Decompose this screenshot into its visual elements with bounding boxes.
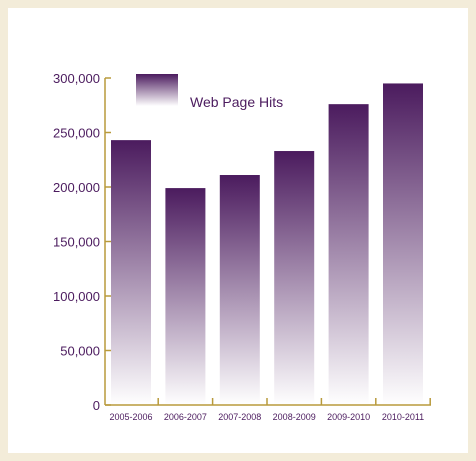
bar-2005-2006 (111, 140, 151, 405)
bars-group (111, 83, 423, 405)
x-tick-label: 2008-2009 (273, 412, 316, 422)
legend-swatch (136, 74, 178, 106)
y-tick-label: 50,000 (60, 344, 100, 359)
bar-2007-2008 (219, 175, 260, 405)
y-tick-label: 100,000 (53, 289, 100, 304)
y-tick-label: 200,000 (53, 180, 100, 195)
x-tick-label: 2007-2008 (218, 412, 261, 422)
bar-2006-2007 (165, 188, 206, 405)
y-tick-label: 250,000 (53, 126, 100, 141)
y-tick-label: 150,000 (53, 235, 100, 250)
bar-2010-2011 (383, 83, 423, 405)
legend: Web Page Hits (136, 74, 283, 110)
bar-2008-2009 (274, 151, 315, 405)
legend-label: Web Page Hits (190, 94, 283, 110)
axes-group: 0 50,000 100,000 150,000 200,000 250,000 300,0… (53, 71, 431, 422)
y-tick-label: 0 (93, 398, 100, 413)
x-tick-label: 2005-2006 (109, 412, 152, 422)
y-tick-label: 300,000 (53, 71, 100, 86)
x-tick-label: 2006-2007 (164, 412, 207, 422)
bar-2009-2010 (328, 104, 369, 405)
x-tick-label: 2010-2011 (382, 412, 424, 422)
x-tick-label: 2009-2010 (327, 412, 370, 422)
